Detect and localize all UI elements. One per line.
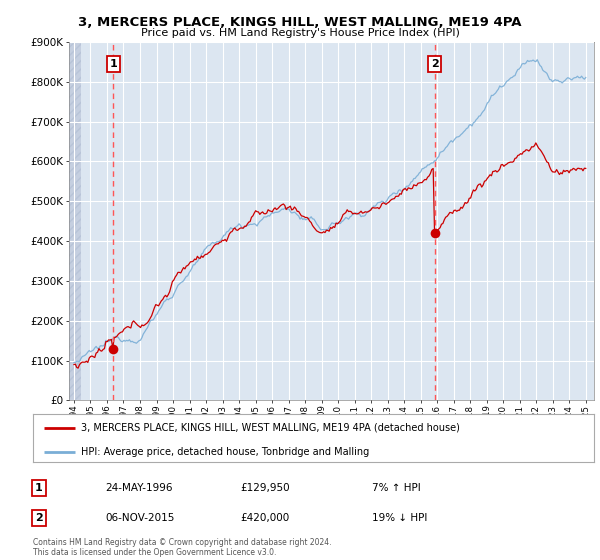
Bar — [69, 42, 80, 400]
Text: Contains HM Land Registry data © Crown copyright and database right 2024.
This d: Contains HM Land Registry data © Crown c… — [33, 538, 331, 557]
Text: 7% ↑ HPI: 7% ↑ HPI — [372, 483, 421, 493]
Text: 06-NOV-2015: 06-NOV-2015 — [105, 513, 175, 523]
Text: 19% ↓ HPI: 19% ↓ HPI — [372, 513, 427, 523]
Text: £420,000: £420,000 — [240, 513, 289, 523]
Text: 1: 1 — [110, 59, 117, 69]
Text: Price paid vs. HM Land Registry's House Price Index (HPI): Price paid vs. HM Land Registry's House … — [140, 28, 460, 38]
Text: 3, MERCERS PLACE, KINGS HILL, WEST MALLING, ME19 4PA (detached house): 3, MERCERS PLACE, KINGS HILL, WEST MALLI… — [80, 423, 460, 433]
Text: 2: 2 — [35, 513, 43, 523]
Text: £129,950: £129,950 — [240, 483, 290, 493]
Text: HPI: Average price, detached house, Tonbridge and Malling: HPI: Average price, detached house, Tonb… — [80, 446, 369, 456]
Text: 1: 1 — [35, 483, 43, 493]
Text: 3, MERCERS PLACE, KINGS HILL, WEST MALLING, ME19 4PA: 3, MERCERS PLACE, KINGS HILL, WEST MALLI… — [78, 16, 522, 29]
Text: 2: 2 — [431, 59, 439, 69]
Text: 24-MAY-1996: 24-MAY-1996 — [105, 483, 173, 493]
